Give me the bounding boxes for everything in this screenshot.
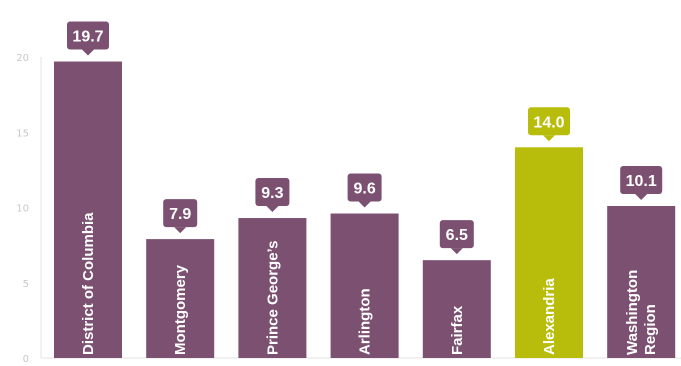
value-callout: 9.6	[347, 173, 382, 208]
value-callout: 14.0	[528, 107, 570, 142]
value-callout-box	[620, 165, 663, 194]
value-callout-pointer	[543, 135, 555, 142]
value-label: 7.9	[169, 206, 191, 223]
bar	[330, 213, 399, 358]
bar	[607, 205, 676, 358]
y-tick-label: 10	[16, 204, 29, 215]
value-callout-box	[163, 199, 198, 228]
y-axis-ticks: 0 5 10 15 20	[16, 53, 29, 365]
bar	[146, 239, 215, 358]
value-callout-box	[347, 173, 382, 202]
category-label: Prince George’s	[264, 241, 281, 356]
bar	[54, 61, 122, 358]
category-label: Arlington	[357, 288, 374, 355]
value-label: 14.0	[533, 114, 564, 131]
category-label: Alexandria	[541, 278, 558, 355]
value-callout-pointer	[358, 201, 371, 208]
value-callout-pointer	[635, 193, 648, 200]
value-callout: 9.3	[255, 178, 290, 213]
value-label: 9.6	[353, 181, 375, 198]
y-tick-label: 20	[16, 53, 29, 64]
bar-group: Arlington 9.6	[330, 173, 399, 358]
value-callout: 19.7	[67, 21, 109, 56]
bar-group: Alexandria 14.0	[515, 107, 583, 358]
bar-group: Fairfax 6.5	[422, 220, 491, 358]
bar-group: Prince George’s 9.3	[238, 178, 307, 358]
y-tick-label: 5	[23, 279, 29, 290]
value-label: 10.1	[626, 173, 657, 190]
bar	[238, 218, 307, 358]
bar	[515, 147, 583, 358]
value-callout-box	[528, 107, 570, 136]
category-label: District of Columbia	[80, 212, 97, 355]
value-callout: 7.9	[163, 199, 198, 234]
value-callout-box	[439, 220, 474, 249]
value-callout-pointer	[82, 49, 94, 56]
bars: District of Columbia 19.7 Montgomery 7.9 Pri…	[54, 21, 676, 358]
value-callout-pointer	[266, 206, 279, 213]
y-tick-label: 15	[16, 128, 29, 139]
category-label: Fairfax	[449, 305, 466, 355]
value-callout-box	[255, 178, 290, 207]
value-callout: 10.1	[620, 165, 663, 200]
value-label: 6.5	[446, 227, 468, 244]
category-label: WashingtonRegion	[624, 270, 659, 355]
value-label: 19.7	[72, 29, 103, 46]
bar-group: Montgomery 7.9	[146, 199, 215, 358]
bar-group: District of Columbia 19.7	[54, 21, 122, 358]
value-callout-pointer	[450, 248, 463, 255]
value-label: 9.3	[261, 185, 283, 202]
bar	[422, 260, 491, 358]
y-tick-label: 0	[23, 354, 29, 365]
category-label: Montgomery	[172, 264, 189, 355]
value-callout-pointer	[174, 227, 187, 234]
value-callout-box	[67, 21, 109, 50]
value-callout: 6.5	[439, 220, 474, 255]
bar-group: WashingtonRegion 10.1	[607, 165, 676, 358]
